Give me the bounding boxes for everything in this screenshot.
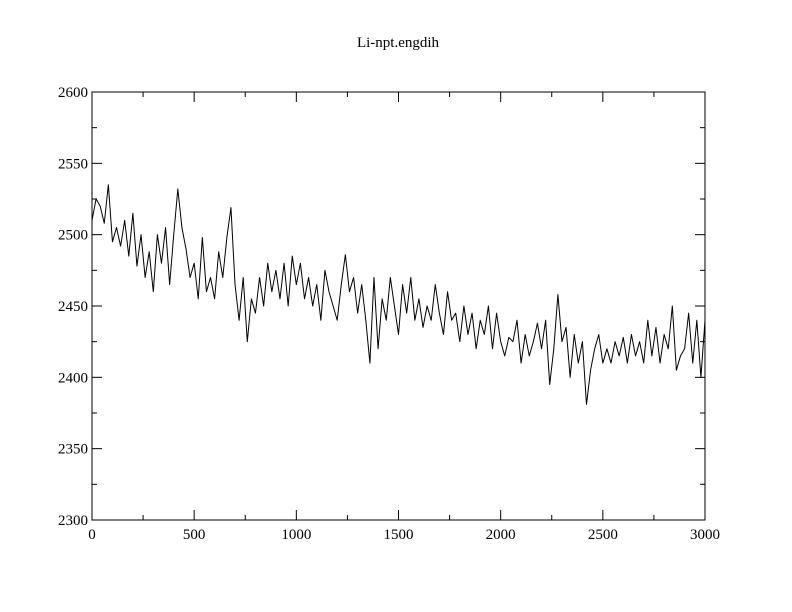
x-tick-label: 1000 (281, 527, 311, 543)
x-tick-label: 1500 (384, 527, 414, 543)
y-tick-label: 2550 (58, 156, 88, 172)
x-tick-label: 2500 (588, 527, 618, 543)
y-tick-label: 2400 (58, 370, 88, 386)
y-tick-label: 2600 (58, 85, 88, 101)
chart-title: Li-npt.engdih (357, 35, 440, 51)
y-tick-label: 2500 (58, 228, 88, 244)
data-line (91, 184, 706, 405)
plot-frame (91, 91, 706, 521)
x-tick-label: 0 (88, 527, 96, 543)
x-tick-label: 500 (183, 527, 206, 543)
y-tick-label: 2450 (58, 299, 88, 315)
y-tick-label: 2300 (58, 513, 88, 529)
x-tick-label: 3000 (690, 527, 720, 543)
x-tick-label: 2000 (486, 527, 516, 543)
y-tick-label: 2350 (58, 442, 88, 458)
